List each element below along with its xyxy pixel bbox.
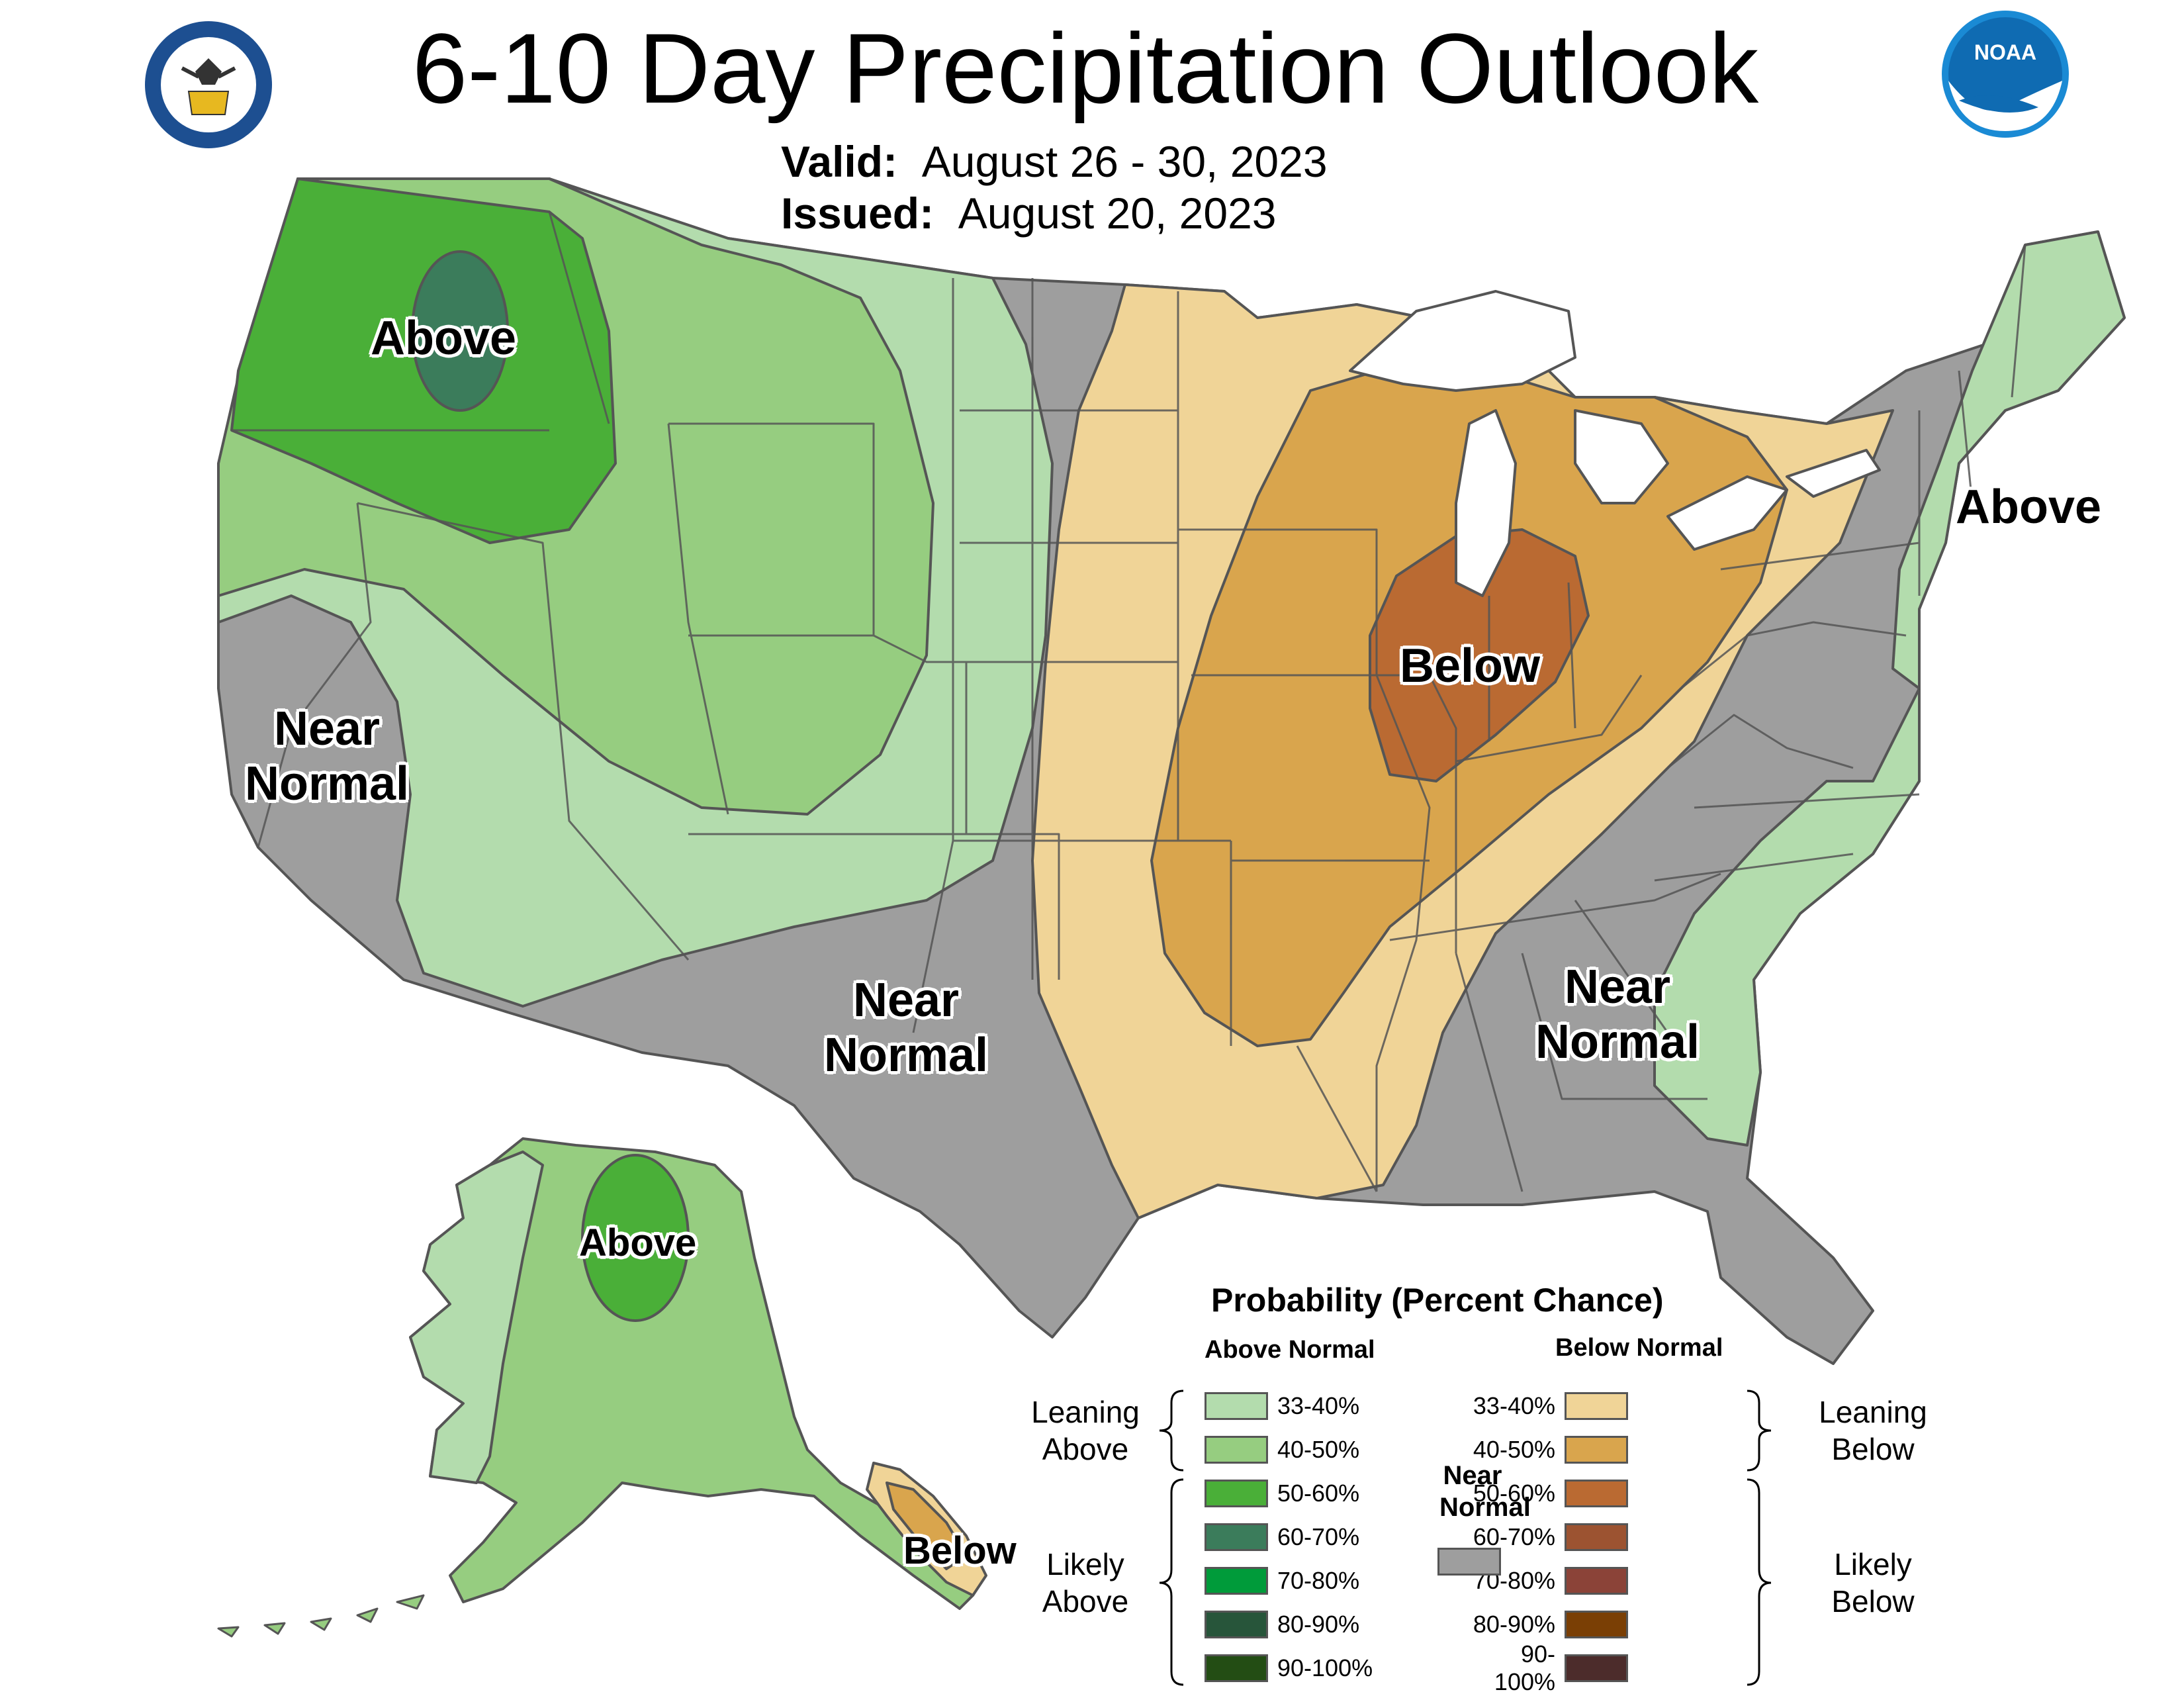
legend-title: Probability (Percent Chance) [1211, 1282, 1664, 1319]
likely-above-note: Likely Above [1013, 1546, 1158, 1620]
legend-below-40-50-label: 40-50% [1473, 1436, 1555, 1463]
region-label-california: Near Normal [245, 702, 409, 812]
aleutians [217, 1594, 425, 1638]
southwest-line-1: Near [852, 974, 960, 1027]
leaning-below-line-1: Leaning [1819, 1395, 1927, 1429]
legend-below-60-70: 60-70% [1463, 1523, 1628, 1552]
swatch-below-60-70 [1565, 1523, 1628, 1551]
legend-above-90-100: 90-100% [1205, 1654, 1373, 1683]
legend-above-60-70-label: 60-70% [1277, 1523, 1360, 1550]
california-line-1: Near [273, 702, 381, 755]
left-braces [1159, 1390, 1184, 1686]
southeast-leaning-above-33-40 [1653, 687, 1921, 1147]
leaning-above-line-1: Leaning [1031, 1395, 1140, 1429]
california-line-2: Normal [245, 757, 410, 810]
swatch-below-90-100 [1565, 1654, 1628, 1682]
valid-label: Valid: [781, 137, 898, 186]
likely-above-line-1: Likely [1046, 1547, 1124, 1581]
leaning-below-note: Leaning Below [1787, 1393, 1959, 1468]
legend-above-80-90-label: 80-90% [1277, 1611, 1360, 1638]
swatch-near-normal [1437, 1548, 1501, 1576]
issued-value: August 20, 2023 [958, 189, 1277, 238]
swatch-below-40-50 [1565, 1436, 1628, 1464]
legend-below-80-90-label: 80-90% [1473, 1611, 1555, 1638]
swatch-above-33-40 [1205, 1392, 1268, 1420]
legend-below-33-40-label: 33-40% [1473, 1392, 1555, 1419]
valid-value: August 26 - 30, 2023 [921, 137, 1328, 186]
map-title: 6-10 Day Precipitation Outlook [412, 13, 1759, 124]
likely-below-line-1: Likely [1834, 1547, 1912, 1581]
legend-above-70-80-label: 70-80% [1277, 1567, 1360, 1594]
legend-below-heading: Below Normal [1555, 1334, 1723, 1362]
conus-map [217, 177, 2126, 1365]
region-label-alaska-south: Below [903, 1529, 1017, 1572]
leaning-below-line-2: Below [1831, 1432, 1915, 1466]
right-braces [1747, 1390, 1772, 1686]
swatch-above-80-90 [1205, 1611, 1268, 1638]
pnw-likely-above-60-70 [411, 250, 509, 412]
great-lakes [1349, 290, 1881, 597]
near-line-1: Near [1443, 1461, 1502, 1490]
legend-above-60-70: 60-70% [1205, 1523, 1359, 1552]
northeast-leaning-above-33-40 [1891, 230, 2126, 690]
swatch-above-50-60 [1205, 1480, 1268, 1507]
swatch-below-33-40 [1565, 1392, 1628, 1420]
issued-label: Issued: [781, 189, 934, 238]
region-label-southeast: Near Normal [1535, 960, 1700, 1070]
region-label-alaska-north: Above [579, 1221, 697, 1264]
legend-above-50-60: 50-60% [1205, 1479, 1359, 1508]
legend-below-50-60: 50-60% [1463, 1479, 1628, 1508]
southwest-line-2: Normal [824, 1028, 989, 1082]
legend-above-40-50-label: 40-50% [1277, 1436, 1360, 1463]
legend-below-40-50: 40-50% [1463, 1435, 1628, 1464]
alaska-north-likely-above-50-60 [581, 1154, 690, 1322]
legend-above-40-50: 40-50% [1205, 1435, 1359, 1464]
legend-below-50-60-label: 50-60% [1473, 1480, 1555, 1507]
region-label-southwest: Near Normal [824, 973, 988, 1083]
swatch-below-70-80 [1565, 1567, 1628, 1595]
swatch-above-90-100 [1205, 1654, 1268, 1682]
legend-above-33-40: 33-40% [1205, 1391, 1359, 1421]
legend-below-80-90: 80-90% [1463, 1610, 1628, 1639]
legend-near-normal-text: Near Normal [1439, 1460, 1531, 1523]
commerce-seal-icon [145, 21, 272, 148]
likely-above-line-2: Above [1042, 1584, 1129, 1619]
leaning-above-line-2: Above [1042, 1432, 1129, 1466]
swatch-below-50-60 [1565, 1480, 1628, 1507]
legend-above-90-100-label: 90-100% [1277, 1654, 1373, 1681]
legend-above-50-60-label: 50-60% [1277, 1480, 1360, 1507]
alaska-west-leaning-above-33-40 [409, 1151, 544, 1484]
region-label-pacific-nw: Above [371, 312, 517, 365]
near-line-2: Normal [1439, 1493, 1531, 1522]
legend-above-70-80: 70-80% [1205, 1566, 1359, 1595]
region-label-northeast: Above [1956, 481, 2102, 534]
leaning-above-note: Leaning Above [1013, 1393, 1158, 1468]
swatch-below-80-90 [1565, 1611, 1628, 1638]
legend-below-33-40: 33-40% [1463, 1391, 1628, 1421]
likely-below-line-2: Below [1831, 1584, 1915, 1619]
noaa-text: NOAA [1974, 40, 2036, 64]
legend-above-heading: Above Normal [1205, 1336, 1375, 1364]
valid-issued-block: Valid: August 26 - 30, 2023 Issued: Augu… [781, 136, 1328, 239]
swatch-above-60-70 [1205, 1523, 1268, 1551]
swatch-above-40-50 [1205, 1436, 1268, 1464]
legend-below-90-100: 90-100% [1463, 1640, 1628, 1695]
alaska-map [217, 1137, 987, 1638]
legend-below-60-70-label: 60-70% [1473, 1523, 1555, 1550]
southeast-line-1: Near [1564, 961, 1671, 1013]
alaska-panhandle-leaning-below-40-50 [886, 1482, 968, 1570]
noaa-logo-icon: NOAA [1942, 11, 2069, 138]
legend-above-33-40-label: 33-40% [1277, 1392, 1360, 1419]
region-label-midwest: Below [1400, 639, 1541, 692]
southeast-line-2: Normal [1535, 1015, 1700, 1068]
legend-below-90-100-label: 90-100% [1494, 1640, 1555, 1695]
legend-above-80-90: 80-90% [1205, 1610, 1359, 1639]
state-borders [232, 211, 2026, 1192]
swatch-above-70-80 [1205, 1567, 1268, 1595]
likely-below-note: Likely Below [1787, 1546, 1959, 1620]
